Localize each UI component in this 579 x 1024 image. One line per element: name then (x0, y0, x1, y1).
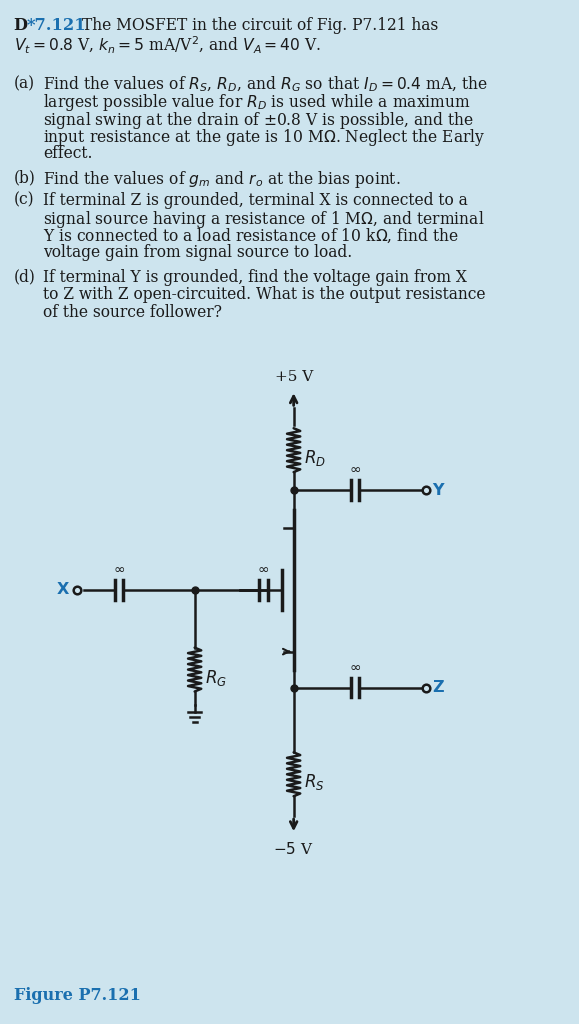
Text: effect.: effect. (43, 144, 93, 162)
Text: D: D (14, 17, 28, 35)
Text: If terminal Z is grounded, terminal X is connected to a: If terminal Z is grounded, terminal X is… (43, 191, 468, 209)
Text: $-5$ V: $-5$ V (273, 841, 314, 857)
Text: input resistance at the gate is 10 M$\Omega$. Neglect the Early: input resistance at the gate is 10 M$\Om… (43, 127, 485, 148)
Text: +5 V: +5 V (274, 371, 313, 384)
Text: of the source follower?: of the source follower? (43, 303, 222, 321)
Text: (c): (c) (14, 191, 34, 209)
Text: If terminal Y is grounded, find the voltage gain from X: If terminal Y is grounded, find the volt… (43, 268, 467, 286)
Text: The MOSFET in the circuit of Fig. P7.121 has: The MOSFET in the circuit of Fig. P7.121… (82, 17, 439, 35)
Text: $R_D$: $R_D$ (304, 449, 326, 468)
Text: $\infty$: $\infty$ (349, 462, 361, 476)
Text: $R_G$: $R_G$ (205, 668, 227, 687)
Text: signal swing at the drain of $\pm$0.8 V is possible, and the: signal swing at the drain of $\pm$0.8 V … (43, 110, 474, 131)
Text: $R_S$: $R_S$ (304, 772, 325, 793)
Text: Z: Z (433, 680, 444, 695)
Text: (a): (a) (14, 75, 35, 92)
Text: largest possible value for $R_D$ is used while a maximum: largest possible value for $R_D$ is used… (43, 92, 471, 114)
Text: Find the values of $R_S$, $R_D$, and $R_G$ so that $I_D = 0.4$ mA, the: Find the values of $R_S$, $R_D$, and $R_… (43, 75, 488, 94)
Text: $\infty$: $\infty$ (258, 562, 269, 575)
Text: voltage gain from signal source to load.: voltage gain from signal source to load. (43, 245, 352, 261)
Text: X: X (57, 583, 69, 597)
Text: $\infty$: $\infty$ (349, 659, 361, 674)
Text: $V_t = 0.8$ V, $k_n = 5$ mA/V$^2$, and $V_A = 40$ V.: $V_t = 0.8$ V, $k_n = 5$ mA/V$^2$, and $… (14, 35, 321, 56)
Text: *7.121: *7.121 (27, 17, 86, 35)
Text: Y is connected to a load resistance of 10 k$\Omega$, find the: Y is connected to a load resistance of 1… (43, 226, 459, 245)
Text: $\infty$: $\infty$ (113, 562, 125, 575)
Text: Find the values of $g_m$ and $r_o$ at the bias point.: Find the values of $g_m$ and $r_o$ at th… (43, 169, 401, 190)
Text: Figure P7.121: Figure P7.121 (14, 987, 141, 1004)
Text: to Z with Z open-circuited. What is the output resistance: to Z with Z open-circuited. What is the … (43, 286, 485, 303)
Text: (d): (d) (14, 268, 35, 286)
Text: Y: Y (433, 482, 444, 498)
Text: (b): (b) (14, 169, 35, 186)
Text: signal source having a resistance of 1 M$\Omega$, and terminal: signal source having a resistance of 1 M… (43, 209, 485, 230)
